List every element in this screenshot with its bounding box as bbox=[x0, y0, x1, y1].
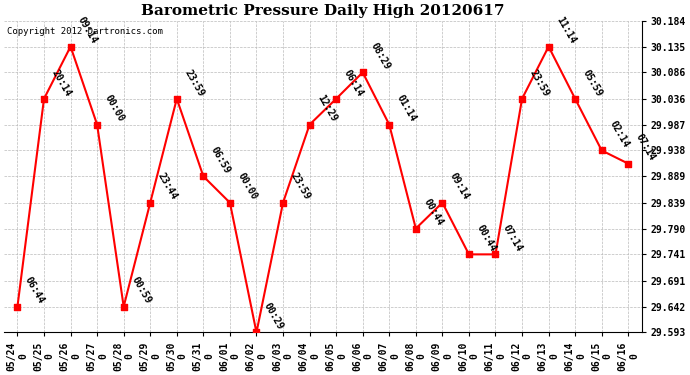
Text: 07:14: 07:14 bbox=[501, 223, 524, 254]
Text: 09:14: 09:14 bbox=[76, 15, 99, 46]
Point bbox=[437, 200, 448, 206]
Text: 01:14: 01:14 bbox=[395, 93, 418, 124]
Text: 06:14: 06:14 bbox=[342, 68, 365, 98]
Text: 06:44: 06:44 bbox=[23, 275, 46, 306]
Point bbox=[623, 160, 634, 166]
Point bbox=[331, 96, 342, 102]
Point bbox=[543, 44, 554, 50]
Text: Copyright 2012 Dartronics.com: Copyright 2012 Dartronics.com bbox=[8, 27, 164, 36]
Text: 00:00: 00:00 bbox=[103, 93, 126, 124]
Point bbox=[65, 44, 76, 50]
Text: 00:59: 00:59 bbox=[129, 275, 152, 306]
Point bbox=[198, 173, 209, 179]
Point bbox=[464, 251, 475, 257]
Text: 09:14: 09:14 bbox=[448, 171, 471, 202]
Point bbox=[384, 122, 395, 128]
Point bbox=[277, 200, 288, 206]
Text: 23:59: 23:59 bbox=[528, 68, 551, 98]
Point bbox=[39, 96, 50, 102]
Text: 00:00: 00:00 bbox=[235, 171, 259, 202]
Point bbox=[517, 96, 528, 102]
Text: 06:59: 06:59 bbox=[209, 145, 233, 176]
Point bbox=[357, 69, 368, 75]
Text: 23:59: 23:59 bbox=[182, 68, 206, 98]
Point bbox=[596, 147, 607, 153]
Text: 23:44: 23:44 bbox=[156, 171, 179, 202]
Point bbox=[145, 200, 156, 206]
Point bbox=[224, 200, 235, 206]
Point bbox=[171, 96, 182, 102]
Point bbox=[304, 122, 315, 128]
Point bbox=[570, 96, 581, 102]
Text: 07:14: 07:14 bbox=[634, 132, 657, 163]
Point bbox=[251, 329, 262, 335]
Point bbox=[118, 304, 129, 310]
Text: 11:14: 11:14 bbox=[554, 15, 578, 46]
Text: 05:59: 05:59 bbox=[581, 68, 604, 98]
Text: 00:44: 00:44 bbox=[422, 197, 445, 228]
Point bbox=[12, 304, 23, 310]
Text: 00:29: 00:29 bbox=[262, 301, 286, 332]
Text: 00:44: 00:44 bbox=[475, 223, 497, 254]
Title: Barometric Pressure Daily High 20120617: Barometric Pressure Daily High 20120617 bbox=[141, 4, 504, 18]
Point bbox=[92, 122, 103, 128]
Text: 02:14: 02:14 bbox=[607, 119, 631, 150]
Text: 23:59: 23:59 bbox=[288, 171, 312, 202]
Point bbox=[411, 225, 422, 231]
Text: 12:29: 12:29 bbox=[315, 93, 339, 124]
Text: 08:29: 08:29 bbox=[368, 41, 392, 72]
Point bbox=[490, 251, 501, 257]
Text: 20:14: 20:14 bbox=[50, 68, 73, 98]
